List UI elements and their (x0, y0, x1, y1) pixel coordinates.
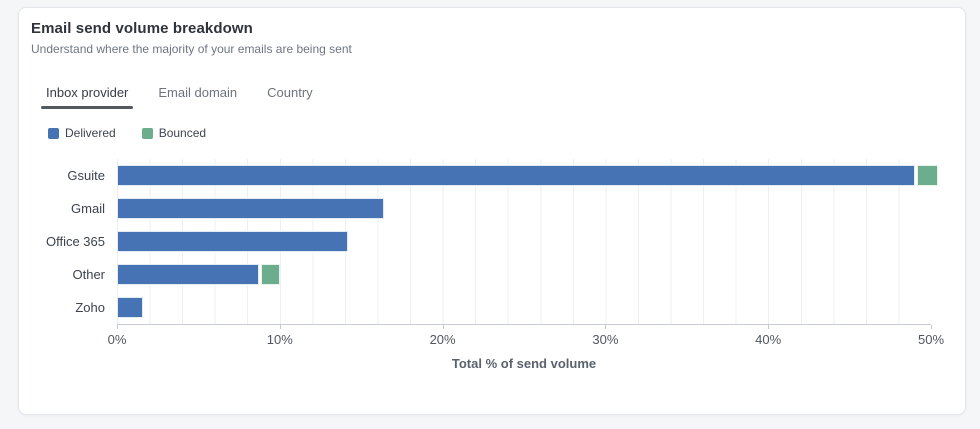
axis-tick-label: 50% (917, 332, 945, 347)
bar-segment-bounced (916, 165, 938, 186)
axis-tick-mark (605, 325, 607, 329)
axis-tick-mark (279, 325, 281, 329)
axis-tick-label: 20% (429, 332, 456, 347)
bar-row (117, 225, 931, 258)
axis-tick-mark (442, 325, 444, 329)
category-labels: Gsuite Gmail Office 365 Other Zoho (31, 159, 105, 325)
axis-tick-mark (931, 325, 932, 329)
tab-email-domain[interactable]: Email domain (158, 85, 238, 100)
email-volume-card: Email send volume breakdown Understand w… (18, 7, 966, 415)
axis-tick-label: 10% (266, 332, 293, 347)
tab-inbox-provider[interactable]: Inbox provider (41, 85, 134, 109)
page-title: Email send volume breakdown (31, 20, 253, 37)
tab-country[interactable]: Country (267, 85, 313, 100)
axis-tick-label: 40% (755, 332, 782, 347)
chart-legend: Delivered Bounced (48, 126, 965, 140)
bar-row (117, 192, 931, 225)
bar-segment-delivered (117, 231, 349, 252)
x-axis: 0% 10% 20% 30% 40% 50% (108, 325, 944, 349)
category-label: Office 365 (45, 234, 105, 249)
bar-segment-delivered (117, 165, 915, 186)
bounced-swatch-icon (141, 127, 153, 139)
bar-segment-delivered (117, 297, 144, 318)
bar-row (117, 258, 931, 291)
breakdown-tabs: Inbox provider Email domain Country (41, 85, 965, 109)
axis-tick-mark (768, 325, 770, 329)
legend-label-delivered: Delivered (65, 126, 116, 140)
axis-tick-label: 0% (107, 332, 127, 347)
legend-item-bounced: Bounced (141, 126, 207, 140)
category-label: Gmail (71, 201, 105, 216)
bar-segment-bounced (260, 264, 281, 285)
axis-tick-mark (117, 325, 118, 329)
x-axis-title: Total % of send volume (451, 356, 597, 371)
category-label: Gsuite (67, 168, 105, 183)
stacked-bar-chart: Gsuite Gmail Office 365 Other Zoho 0% 10% 20% 3… (31, 159, 965, 371)
page-subtitle: Understand where the majority of your em… (31, 42, 352, 56)
legend-label-bounced: Bounced (158, 126, 207, 140)
delivered-swatch-icon (48, 127, 59, 139)
plot-area (117, 159, 938, 325)
legend-item-delivered: Delivered (48, 126, 116, 140)
bar-row (117, 291, 931, 324)
category-label: Other (72, 267, 105, 282)
axis-tick-label: 30% (592, 332, 619, 347)
bar-row (117, 159, 938, 192)
category-label: Zoho (75, 300, 105, 315)
bar-segment-delivered (117, 264, 259, 285)
bar-segment-delivered (117, 198, 384, 219)
